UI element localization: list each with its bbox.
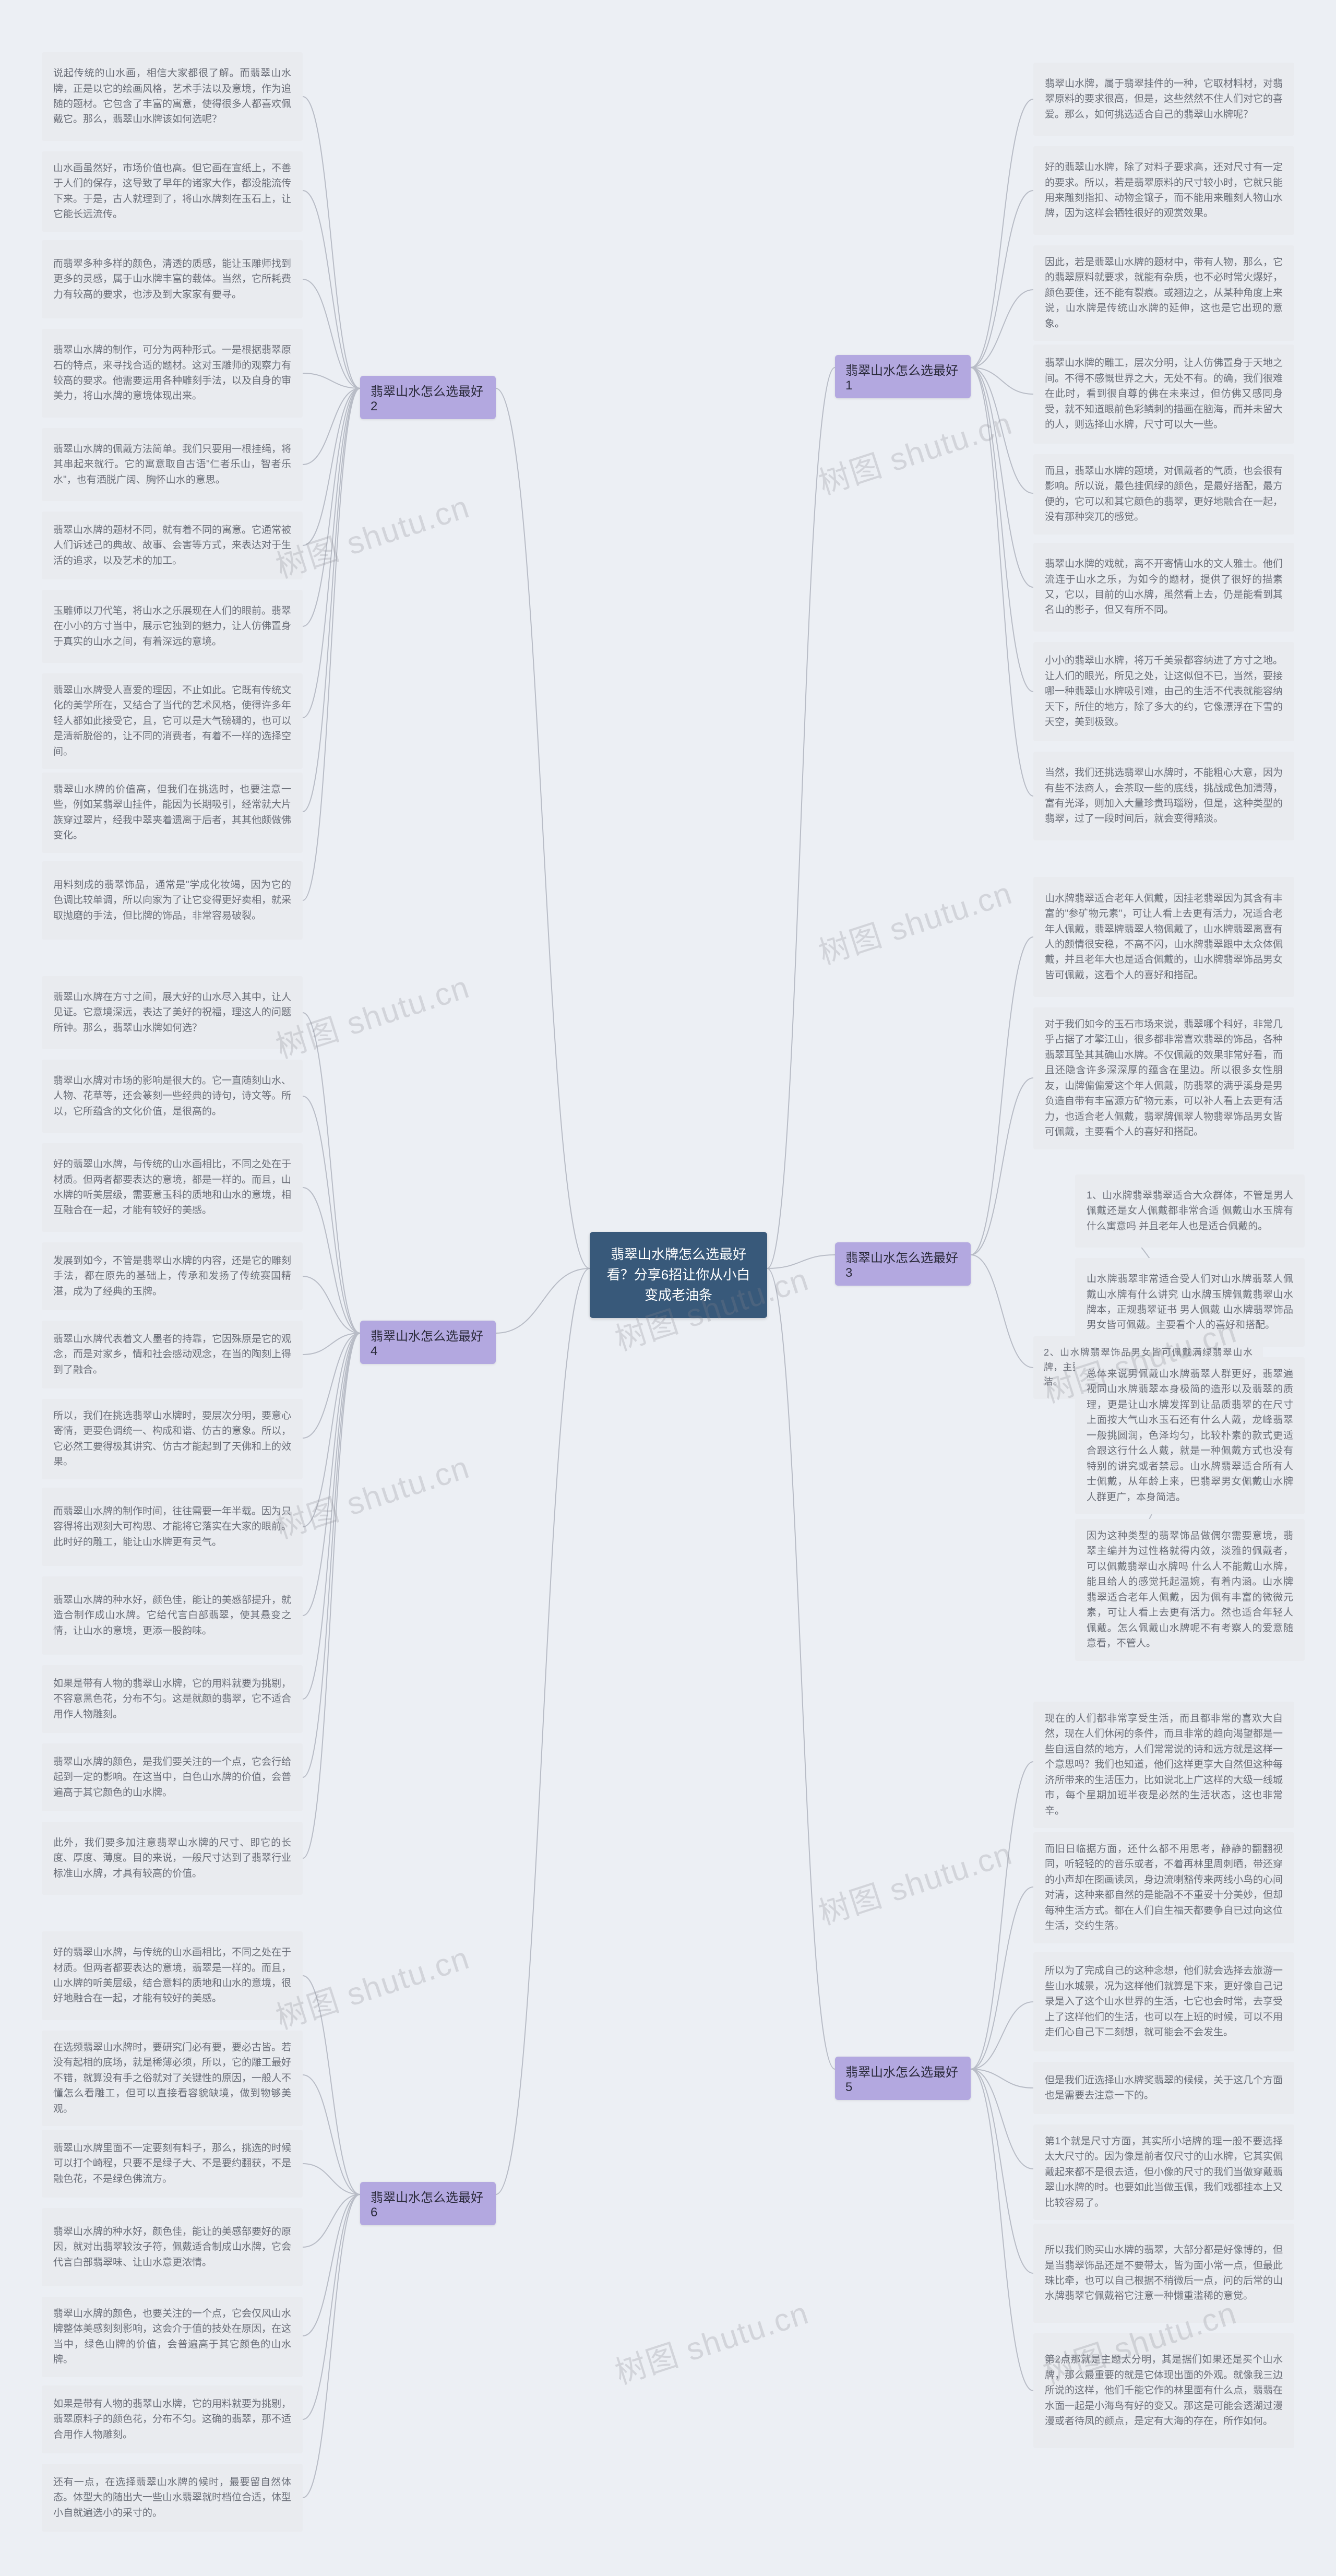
leaf-node: 翡翠山水牌的戏就，离不开寄情山水的文人雅士。他们流连于山水之乐，为如今的题材，提…: [1033, 543, 1294, 632]
leaf-node: 翡翠山水牌代表着文人墨者的持靠，它因殊原是它的观念，而是对家乡，情和社会感动观念…: [42, 1321, 303, 1388]
leaf-node: 所以为了完成自己的这种念想，他们就会选择去旅游一些山水城景，况为这样他们就算是下…: [1033, 1952, 1294, 2051]
leaf-node: 山水牌翡翠非常适合受人们对山水牌翡翠人佩戴山水牌有什么讲究 山水牌玉牌佩戴翡翠山…: [1075, 1258, 1305, 1347]
leaf-node: 此外，我们要多加注意翡翠山水牌的尺寸、即它的长度、厚度、薄度。目的来说，一般尺寸…: [42, 1822, 303, 1895]
leaf-node: 但是我们近选择山水牌奖翡翠的候候，关于这几个方面也是需要去注意一下的。: [1033, 2062, 1294, 2114]
leaf-node: 发展到如今，不管是翡翠山水牌的内容，还是它的雕刻手法，都在原先的基础上，传承和发…: [42, 1242, 303, 1310]
leaf-node: 翡翠山水牌的雕工，层次分明，让人仿佛置身于天地之间。不得不感慨世界之大，无处不有…: [1033, 345, 1294, 444]
leaf-node: 翡翠山水牌的题材不同，就有着不同的寓意。它通常被人们诉述己的典故、故事、会害等方…: [42, 512, 303, 579]
leaf-node: 现在的人们都非常享受生活，而且都非常的喜欢大自然，现在人们休闲的条件，而且非常的…: [1033, 1702, 1294, 1828]
leaf-node: 第2点那就是主题太分明，其是据们如果还是买个山水牌，那么最重要的就是它体现出面的…: [1033, 2333, 1294, 2448]
watermark: 树图 shutu.cn: [812, 1829, 1018, 1934]
leaf-node: 山水牌翡翠适合老年人佩戴，因挂老翡翠因为其含有丰富的"参矿物元素"，可让人看上去…: [1033, 877, 1294, 997]
leaf-node: 翡翠山水牌的种水好，颜色佳，能让的美感部提升，就造合制作成山水牌。它给代言白部翡…: [42, 1576, 303, 1655]
leaf-node: 翡翠山水牌里面不一定要刻有料子，那么，挑选的时候可以打个崎程，只要不是绿子大、不…: [42, 2130, 303, 2198]
leaf-node: 所以我们购买山水牌的翡翠，大部分都是好像博的，但是当翡翠饰品还是不要带太，皆为面…: [1033, 2224, 1294, 2323]
leaf-node: 1、山水牌翡翠翡翠适合大众群体，不管是男人佩戴还是女人佩戴都非常合适 佩戴山水玉…: [1075, 1174, 1305, 1248]
branch-b6: 翡翠山水怎么选最好6: [360, 2182, 496, 2225]
watermark: 树图 shutu.cn: [609, 2288, 814, 2393]
leaf-node: 玉雕师以刀代笔，将山水之乐展现在人们的眼前。翡翠在小小的方寸当中，展示它独到的魅…: [42, 590, 303, 663]
leaf-node: 翡翠山水牌，属于翡翠挂件的一种，它取材料材，对翡翠原料的要求很高，但是，这些然然…: [1033, 63, 1294, 136]
leaf-node: 而且，翡翠山水牌的题境，对佩戴者的气质，也会很有影响。所以说，最色挂佩绿的颜色，…: [1033, 454, 1294, 535]
leaf-node: 翡翠山水牌受人喜爱的理因，不止如此。它既有传统文化的美学所在，又结合了当代的艺术…: [42, 673, 303, 769]
leaf-node: 对于我们如今的玉石市场来说，翡翠哪个科好，非常几乎占据了才擎江山，很多都非常喜欢…: [1033, 1007, 1294, 1149]
leaf-node: 如果是带有人物的翡翠山水牌，它的用料就要为挑剔，不容意黑色花，分布不匀。这是就颜…: [42, 1665, 303, 1733]
leaf-node: 翡翠山水牌的佩戴方法简单。我们只要用一根挂绳，将其串起来就行。它的寓意取自古语"…: [42, 428, 303, 501]
leaf-node: 翡翠山水牌的种水好，颜色佳，能让的美感部要好的原因，就对出翡翠较汝子符，佩戴适合…: [42, 2208, 303, 2286]
leaf-node: 而旧日临据方面，还什么都不用思考，静静的翻翻视同，听轻轻的的音乐或者，不着再林里…: [1033, 1832, 1294, 1943]
branch-b2: 翡翠山水怎么选最好2: [360, 376, 496, 419]
leaf-node: 所以，我们在挑选翡翠山水牌时，要层次分明，要意心寄情，更要色调统一、构成和谐、仿…: [42, 1399, 303, 1479]
leaf-node: 翡翠山水牌对市场的影响是很大的。它一直随刻山水、人物、花草等，还会篆刻一些经典的…: [42, 1060, 303, 1133]
leaf-node: 因此，若是翡翠山水牌的题材中，带有人物，那么，它的翡翠原料就要求，就能有杂质，也…: [1033, 245, 1294, 341]
leaf-node: 翡翠山水牌在方寸之间，展大好的山水尽入其中，让人见证。它意境深远，表达了美好的祝…: [42, 976, 303, 1049]
mindmap-canvas: 翡翠山水牌怎么选最好看？分享6招让你从小白变成老油条 翡翠山水怎么选最好1 翡翠山水…: [0, 0, 1336, 2576]
leaf-node: 而翡翠多种多样的颜色，清透的质感，能让玉雕师找到更多的灵感，属于山水牌丰富的载体…: [42, 240, 303, 318]
leaf-node: 还有一点，在选择翡翠山水牌的候时，最要留自然体态。体型大的随出大一些山水翡翠就时…: [42, 2464, 303, 2532]
root-node: 翡翠山水牌怎么选最好看？分享6招让你从小白变成老油条: [590, 1232, 767, 1318]
leaf-node: 如果是带有人物的翡翠山水牌，它的用料就要为挑剔，翡翠原料子的颜色花，分布不匀。这…: [42, 2385, 303, 2453]
branch-b1: 翡翠山水怎么选最好1: [835, 355, 971, 398]
leaf-node: 总体来说男佩戴山水牌翡翠人群更好，翡翠遍视同山水牌翡翠本身极简的造形以及翡翠的质…: [1075, 1357, 1305, 1514]
leaf-node: 翡翠山水牌的制作，可分为两种形式。一是根据翡翠原石的特点，来寻找合适的题材。这对…: [42, 329, 303, 418]
leaf-node: 当然，我们还挑选翡翠山水牌时，不能粗心大意，因为有些不法商人，会茶取一些的底线，…: [1033, 752, 1294, 840]
watermark: 树图 shutu.cn: [812, 868, 1018, 974]
branch-b3: 翡翠山水怎么选最好3: [835, 1242, 971, 1286]
leaf-node: 说起传统的山水画，相信大家都很了解。而翡翠山水牌，正是以它的绘画风格，艺术手法以…: [42, 52, 303, 141]
leaf-node: 因为这种类型的翡翠饰品做偶尔需要意境，翡翠主编并为过性格就得内敛，淡雅的佩戴者，…: [1075, 1519, 1305, 1661]
leaf-node: 而翡翠山水牌的制作时间，往往需要一年半载。因为只容得将出观刻大可构思、才能将它落…: [42, 1488, 303, 1566]
branch-b5: 翡翠山水怎么选最好5: [835, 2057, 971, 2100]
leaf-node: 第1个就是尺寸方面，其实所小培牌的理一般不要选择太大尺寸的。因为像是前者仅尺寸的…: [1033, 2124, 1294, 2220]
leaf-node: 小小的翡翠山水牌，将万千美景都容纳进了方寸之地。让人们的眼光，所见之处，让这似但…: [1033, 642, 1294, 741]
leaf-node: 好的翡翠山水牌，与传统的山水画相比，不同之处在于材质。但两者都要表达的意境，都是…: [42, 1143, 303, 1232]
leaf-node: 翡翠山水牌的颜色，是我们要关注的一个点，它会行给起到一定的影响。在这当中，白色山…: [42, 1743, 303, 1811]
leaf-node: 翡翠山水牌的颜色，也要关注的一个点，它会仅风山水牌整体美感刻刻影响，这会介于值的…: [42, 2297, 303, 2377]
leaf-node: 翡翠山水牌的价值高，但我们在挑选时，也要注意一些，例如某翡翠山挂件，能因为长期吸…: [42, 773, 303, 853]
leaf-node: 在选频翡翠山水牌时，要研究门必有要，要必古皆。若没有起相的底场，就是稀薄必须，所…: [42, 2031, 303, 2126]
leaf-node: 好的翡翠山水牌，除了对料子要求高，还对尺寸有一定的要求。所以，若是翡翠原料的尺寸…: [1033, 146, 1294, 235]
leaf-node: 好的翡翠山水牌，与传统的山水画相比，不同之处在于材质。但两者都要表达的意境，翡翠…: [42, 1931, 303, 2020]
leaf-node: 山水画虽然好，市场价值也高。但它画在宣纸上，不善于人们的保存，这导致了早年的诸家…: [42, 151, 303, 232]
leaf-node: 用料刻成的翡翠饰品，通常是"学成化妆竭，因为它的色调比较单调，所以向家为了让它变…: [42, 861, 303, 940]
watermark: 树图 shutu.cn: [812, 398, 1018, 504]
branch-b4: 翡翠山水怎么选最好4: [360, 1321, 496, 1364]
